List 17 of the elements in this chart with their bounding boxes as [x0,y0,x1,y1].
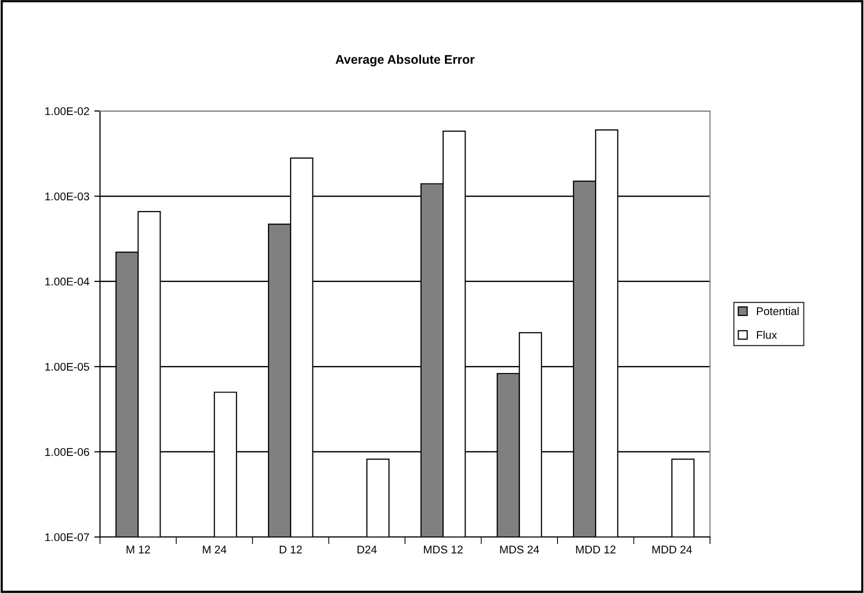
x-tick-label: MDD 24 [652,546,692,554]
x-tick-label: M 24 [202,546,226,554]
x-tick-label: MDS 24 [500,546,540,554]
x-tick-label: M 12 [126,546,150,554]
chart-title: Average Absolute Error [336,54,475,66]
y-tick-label: 1.00E-04 [45,278,90,286]
y-tick-label: 1.00E-06 [45,448,90,456]
y-tick-label: 1.00E-07 [45,533,90,542]
legend-label: Potential [756,306,799,316]
x-tick-label: D24 [358,546,377,554]
y-tick-label: 1.00E-05 [45,362,90,371]
y-tick-label: 1.00E-02 [45,107,90,116]
x-tick-label: MDD 12 [576,546,616,554]
legend-label: Flux [756,330,777,339]
y-tick-label: 1.00E-03 [45,192,90,200]
x-tick-label: D 12 [280,546,302,554]
x-tick-label: MDS 12 [424,546,463,554]
